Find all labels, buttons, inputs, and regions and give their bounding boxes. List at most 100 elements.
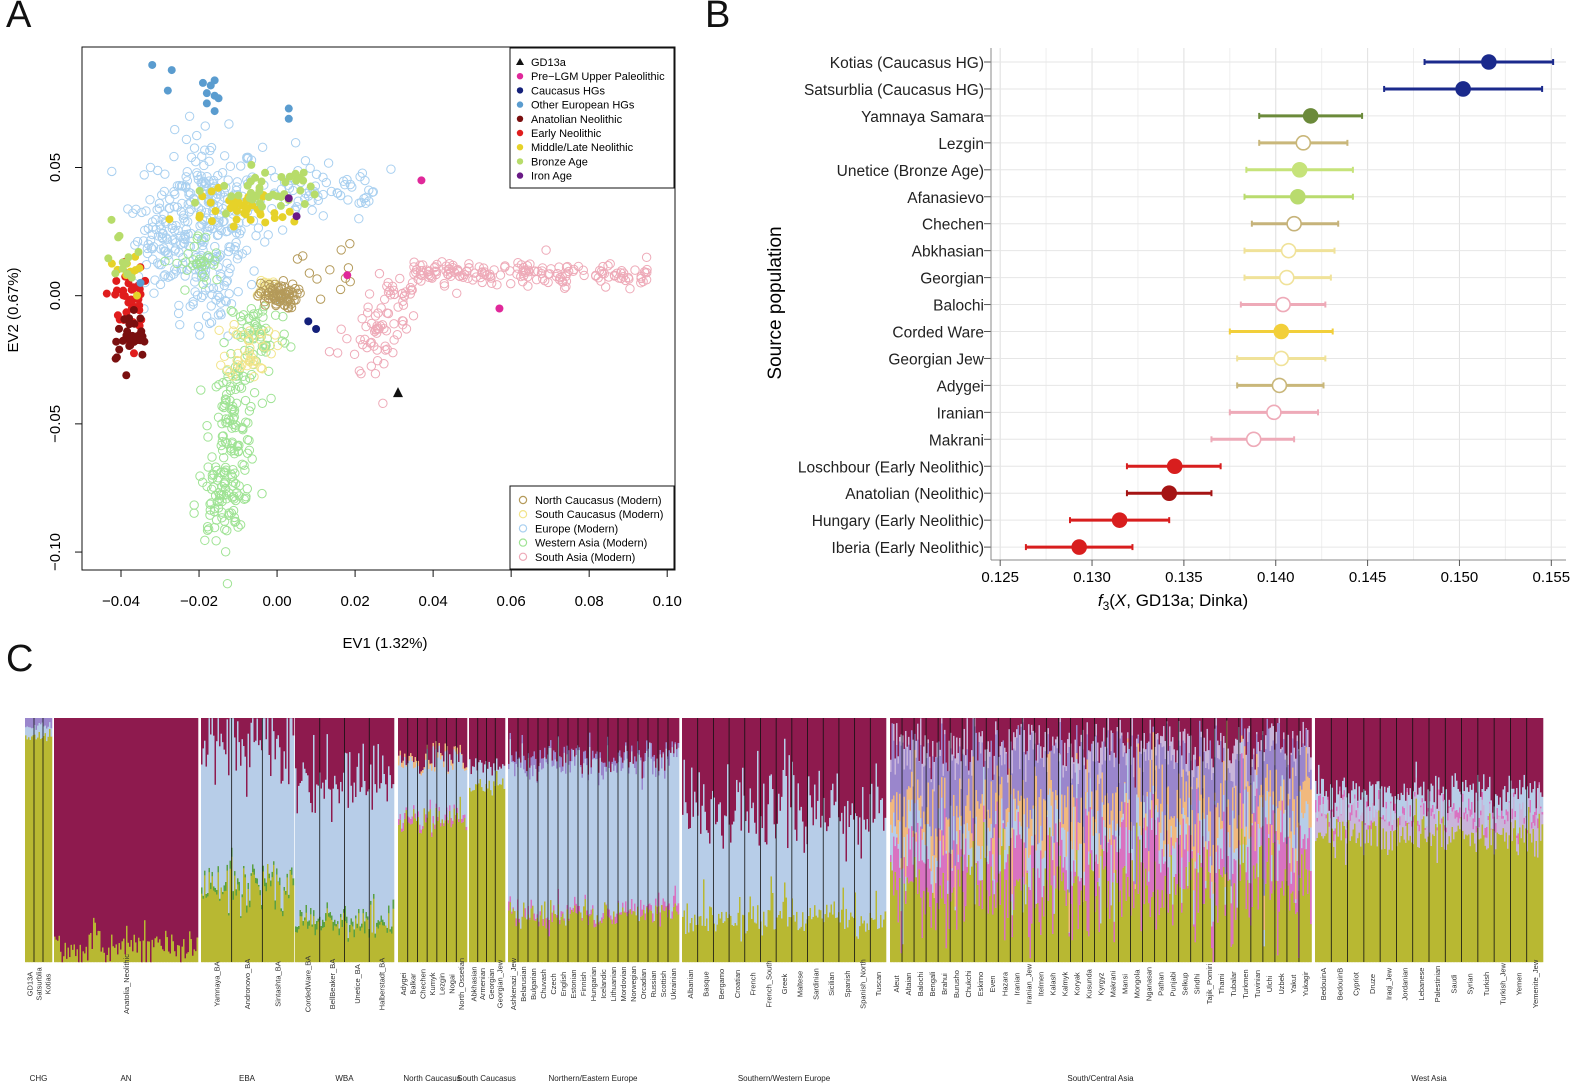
ancestry-segment (998, 873, 1000, 963)
ancestry-segment (91, 718, 94, 949)
ancestry-segment (622, 762, 624, 769)
ancestry-segment (479, 718, 482, 761)
modern-sample-point (184, 187, 194, 198)
ancestry-segment (377, 928, 380, 963)
ancestry-segment (613, 718, 615, 758)
modern-sample-point (197, 477, 208, 488)
ancestry-segment (1004, 718, 1006, 748)
ancestry-segment (956, 718, 958, 738)
modern-sample-point (298, 251, 308, 261)
ancestry-segment (883, 830, 885, 920)
ancestry-segment (295, 926, 297, 932)
ancestry-segment (1044, 868, 1047, 963)
ancestry-segment (652, 718, 654, 757)
ancestry-segment (1041, 840, 1044, 859)
ancestry-segment (1172, 925, 1174, 963)
ancestry-segment (1011, 750, 1014, 774)
modern-sample-point (182, 166, 192, 177)
ancestry-segment (331, 919, 333, 963)
ancestry-segment (1008, 811, 1011, 846)
modern-sample-point (217, 507, 227, 517)
ancestry-segment (881, 798, 884, 928)
ancestry-segment (1152, 793, 1155, 892)
ancestry-segment (500, 768, 503, 785)
ancestry-segment (721, 911, 723, 963)
ancestry-segment (980, 718, 982, 737)
ancient-sample-point (191, 198, 200, 207)
ancestry-segment (559, 923, 561, 963)
ancestry-segment (650, 910, 653, 963)
modern-sample-point (207, 484, 217, 494)
ancestry-segment (420, 771, 423, 776)
ancestry-segment (187, 718, 190, 953)
ancestry-segment (551, 921, 554, 963)
ancestry-segment (1119, 718, 1122, 720)
ancestry-segment (228, 915, 230, 963)
ancestry-segment (620, 757, 623, 771)
ancestry-segment (88, 718, 91, 935)
ancestry-segment (1071, 885, 1074, 941)
ancestry-segment (470, 791, 473, 963)
ancestry-segment (1113, 752, 1116, 768)
modern-sample-point (213, 262, 223, 272)
ancestry-segment (1133, 757, 1135, 778)
ancestry-segment (524, 908, 527, 918)
ancestry-segment (683, 718, 686, 760)
ancestry-segment (917, 718, 919, 724)
ancestry-segment (85, 718, 88, 947)
modern-sample-point (206, 317, 217, 327)
modern-sample-point (426, 272, 436, 282)
ancestry-segment (1010, 774, 1012, 795)
ancestry-segment (1062, 777, 1065, 825)
ancestry-segment (942, 835, 945, 856)
ancient-sample-point (292, 212, 301, 221)
ancestry-segment (709, 718, 711, 844)
ancestry-segment (320, 718, 323, 789)
ancestry-segment (314, 718, 317, 813)
ancestry-segment (376, 792, 378, 923)
ancestry-segment (434, 766, 436, 772)
ancestry-segment (977, 718, 979, 761)
modern-sample-point (208, 482, 219, 492)
ancestry-segment (808, 718, 810, 777)
ancestry-segment (175, 718, 178, 957)
ancestry-segment (1122, 867, 1125, 963)
ancestry-segment (984, 818, 987, 858)
ancestry-segment (584, 898, 587, 963)
ancient-sample-point (255, 199, 264, 208)
ancestry-segment (267, 863, 269, 963)
ancestry-segment (31, 728, 33, 737)
axes: −0.04 −0.02 0.00 0.02 0.04 0.06 0.08 0.100.050.… (47, 153, 682, 610)
ancestry-segment (767, 804, 770, 910)
ancestry-segment (707, 930, 710, 963)
modern-sample-point (193, 231, 203, 241)
ancestry-segment (1049, 827, 1051, 963)
ancestry-segment (1125, 792, 1128, 828)
ancestry-segment (523, 755, 525, 770)
ancestry-segment (1151, 896, 1153, 963)
ancestry-segment (859, 718, 861, 818)
ancestry-segment (1109, 839, 1111, 919)
ancestry-segment (63, 718, 65, 957)
ancestry-segment (695, 802, 698, 925)
ancestry-segment (791, 761, 794, 899)
ancestry-segment (279, 884, 281, 963)
ancestry-segment (31, 718, 33, 729)
ancestry-segment (1026, 718, 1029, 752)
ancestry-segment (918, 761, 921, 798)
ancestry-segment (1014, 847, 1017, 887)
ancestry-segment (225, 890, 227, 963)
modern-sample-point (141, 206, 151, 216)
ancestry-segment (1094, 911, 1096, 963)
population-row: Lezgin (938, 135, 1349, 153)
ancestry-segment (891, 723, 894, 800)
modern-sample-point (271, 300, 281, 311)
ancestry-segment (565, 773, 567, 926)
ancestry-segment (998, 776, 1000, 796)
ancestry-segment (225, 754, 227, 883)
ancestry-segment (1097, 718, 1099, 743)
ancestry-segment (464, 718, 466, 769)
ancestry-segment (995, 810, 997, 825)
ancestry-segment (857, 938, 860, 963)
ancestry-segment (992, 914, 994, 963)
